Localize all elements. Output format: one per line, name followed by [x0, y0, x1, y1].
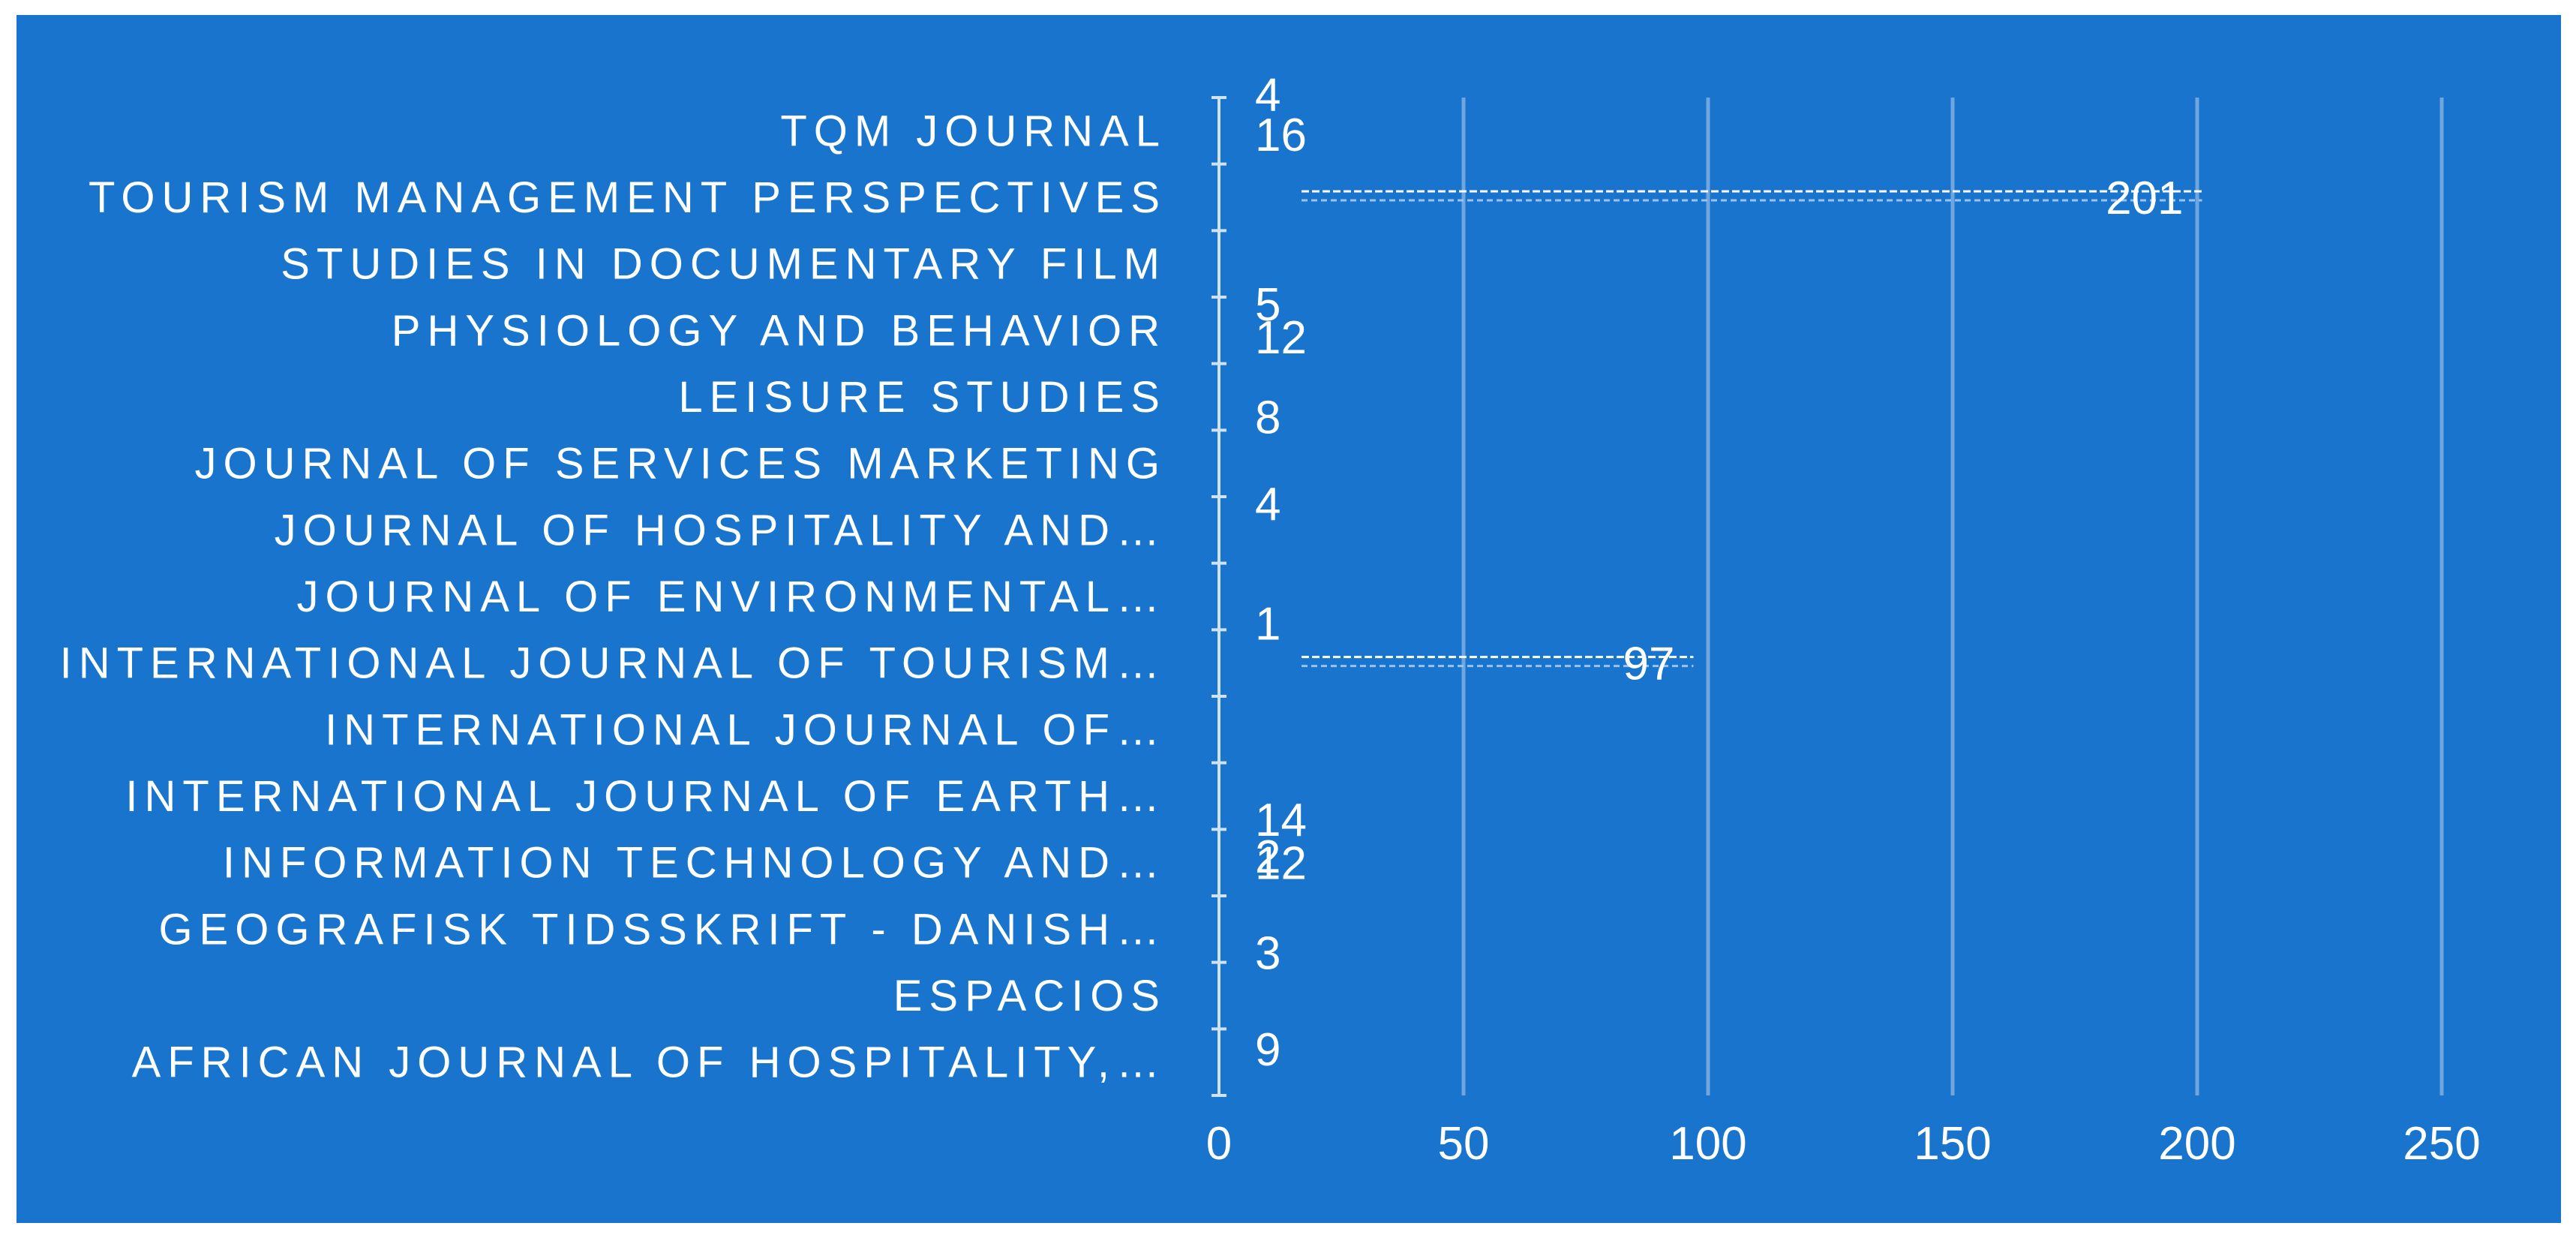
value-tick-label: 250 [2403, 1118, 2480, 1170]
category-label: INFORMATION TECHNOLOGY AND… [223, 839, 1166, 888]
category-label: INTERNATIONAL JOURNAL OF EARTH… [125, 772, 1166, 821]
data-label: 12 [1255, 838, 1307, 890]
value-axis-labels: 0 50 100 150 200 250 [1206, 1118, 2481, 1170]
category-label: STUDIES IN DOCUMENTARY FILM [281, 240, 1166, 289]
category-label: INTERNATIONAL JOURNAL OF TOURISM… [60, 639, 1166, 688]
data-label: 12 [1255, 312, 1307, 364]
gridlines [1461, 98, 2444, 1095]
value-tick-label: 200 [2158, 1118, 2235, 1170]
category-label: GEOGRAFISK TIDSSKRIFT - DANISH… [158, 905, 1166, 954]
data-label: 5 [1255, 279, 1280, 331]
data-label: 14 [1255, 795, 1307, 846]
category-label: ESPACIOS [893, 972, 1166, 1020]
data-label: 4 [1255, 479, 1280, 530]
category-label: INTERNATIONAL JOURNAL OF… [325, 705, 1166, 754]
data-label: 8 [1255, 392, 1280, 444]
data-label: 2 [1255, 831, 1280, 883]
data-label: 9 [1255, 1024, 1280, 1076]
value-tick-label: 0 [1206, 1118, 1232, 1170]
chart-background [17, 15, 2561, 1223]
category-label: AFRICAN JOURNAL OF HOSPITALITY,… [132, 1038, 1166, 1087]
category-label: JOURNAL OF SERVICES MARKETING [194, 440, 1166, 488]
category-label: PHYSIOLOGY AND BEHAVIOR [392, 306, 1166, 355]
category-axis [1211, 96, 1226, 1097]
category-labels: TQM JOURNAL TOURISM MANAGEMENT PERSPECTIV… [60, 107, 1166, 1087]
data-label: 16 [1255, 110, 1307, 161]
bars [1302, 190, 2202, 668]
value-tick-label: 150 [1914, 1118, 1991, 1170]
category-label: TQM JOURNAL [780, 107, 1166, 155]
data-label: 1 [1255, 598, 1280, 650]
category-label: JOURNAL OF HOSPITALITY AND… [275, 506, 1166, 554]
data-label: 97 [1623, 639, 1674, 690]
category-label: JOURNAL OF ENVIRONMENTAL… [296, 572, 1166, 621]
data-label: 3 [1255, 927, 1280, 979]
data-label: 4 [1255, 70, 1280, 122]
value-tick-label: 100 [1669, 1118, 1746, 1170]
data-label: 201 [2106, 173, 2183, 224]
category-label: LEISURE STUDIES [678, 373, 1166, 422]
category-label: TOURISM MANAGEMENT PERSPECTIVES [89, 173, 1166, 222]
value-tick-label: 50 [1438, 1118, 1490, 1170]
